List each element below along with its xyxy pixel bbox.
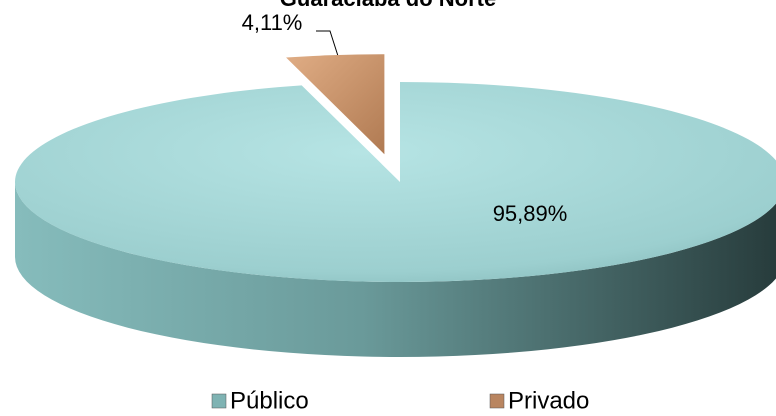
leader-line	[316, 30, 339, 57]
slice	[286, 54, 385, 155]
legend-label: Público	[230, 387, 309, 414]
data-label: 95,89%	[493, 201, 568, 226]
data-label: 4,11%	[242, 10, 303, 35]
chart-title: Guaraciaba do Norte	[280, 0, 496, 11]
legend-swatch	[489, 393, 505, 409]
legend-label: Privado	[508, 387, 589, 414]
slice	[15, 82, 776, 282]
slice-side	[15, 182, 776, 357]
legend-swatch	[211, 393, 227, 409]
